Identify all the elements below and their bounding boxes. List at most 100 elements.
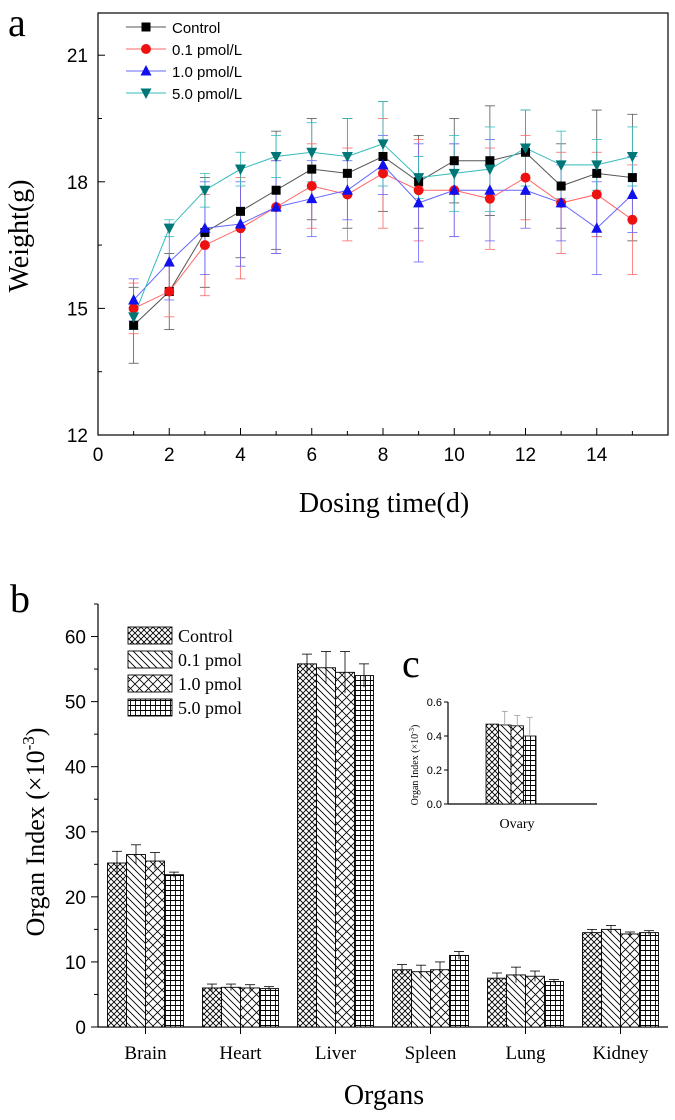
bar-liver bbox=[297, 663, 317, 1028]
data-point bbox=[199, 222, 211, 233]
legend-label-a: Control bbox=[172, 20, 220, 37]
legend-label-b: 1.0 pmol bbox=[178, 674, 242, 694]
x-tick-label-a: 4 bbox=[235, 445, 246, 466]
data-point bbox=[270, 201, 282, 212]
y-tick-label-b: 30 bbox=[65, 823, 86, 844]
data-point bbox=[163, 255, 175, 267]
data-point bbox=[270, 151, 282, 163]
data-point bbox=[377, 139, 389, 150]
legend-marker-a bbox=[140, 88, 152, 99]
y-tick-label-b: 10 bbox=[65, 953, 86, 974]
data-point bbox=[591, 222, 603, 233]
bar-ovary bbox=[510, 725, 524, 805]
data-point bbox=[413, 173, 425, 184]
bar-brain bbox=[145, 860, 165, 1028]
y-tick-label-c: 0.4 bbox=[427, 731, 442, 743]
y-tick-label-b: 0 bbox=[75, 1018, 86, 1039]
legend-swatch-b bbox=[127, 698, 173, 717]
data-point bbox=[128, 312, 140, 323]
data-point bbox=[129, 320, 139, 330]
y-tick-label-b: 60 bbox=[65, 628, 86, 649]
data-point bbox=[413, 185, 424, 196]
data-point bbox=[236, 206, 245, 216]
y-tick-label-a: 15 bbox=[67, 299, 88, 320]
data-point bbox=[128, 303, 139, 314]
legend-label-a: 0.1 pmol/L bbox=[172, 42, 242, 59]
legend-marker-a bbox=[141, 44, 151, 54]
data-point bbox=[627, 173, 637, 183]
x-tick-label-b: Lung bbox=[505, 1043, 546, 1064]
legend-b: Control 0.1 pmol 1.0 pmol 5.0 pmol bbox=[127, 626, 242, 718]
data-point bbox=[520, 143, 531, 155]
data-point bbox=[378, 168, 388, 179]
y-tick-label-b: 40 bbox=[65, 758, 86, 779]
data-point bbox=[271, 185, 281, 195]
data-point bbox=[164, 286, 175, 297]
data-point bbox=[626, 151, 638, 163]
bar-liver bbox=[354, 675, 374, 1028]
data-point bbox=[485, 156, 495, 166]
data-point bbox=[163, 223, 175, 235]
data-point bbox=[591, 189, 602, 200]
bar-kidney bbox=[582, 932, 602, 1028]
x-tick-label-a: 12 bbox=[515, 445, 536, 466]
data-point bbox=[520, 184, 531, 195]
data-point bbox=[235, 218, 246, 229]
legend-marker-a bbox=[140, 65, 152, 76]
bar-chart-c: c 0.0 0.2 0.4 0.6 Ovary Organ Index (×10-3) bbox=[402, 641, 597, 832]
x-axis-label-c: Ovary bbox=[500, 817, 535, 832]
bar-brain bbox=[126, 854, 146, 1028]
data-point bbox=[341, 151, 353, 163]
data-point bbox=[199, 185, 211, 197]
data-point bbox=[626, 188, 638, 199]
x-tick-label-b: Brain bbox=[124, 1043, 167, 1064]
y-tick-label-a: 18 bbox=[67, 173, 88, 194]
panel-label-a: a bbox=[8, 0, 26, 45]
panel-label-b: b bbox=[10, 576, 30, 621]
y-axis-label-a: Weight(g) bbox=[4, 180, 35, 293]
legend-swatch-b bbox=[127, 674, 173, 693]
y-tick-label-b: 50 bbox=[65, 693, 86, 714]
bar-spleen bbox=[411, 971, 431, 1028]
x-tick-label-a: 2 bbox=[164, 445, 175, 466]
y-tick-label-c: 0.6 bbox=[427, 697, 442, 709]
data-point bbox=[378, 151, 388, 161]
line-chart-a: a 0 2 4 6 8 10 12 14 12 15 18 21 Control 0.1 pmol/L 1… bbox=[4, 0, 669, 519]
data-point bbox=[306, 147, 318, 159]
bar-heart bbox=[202, 987, 222, 1028]
x-axis-label-a: Dosing time(d) bbox=[299, 488, 469, 519]
y-tick-label-a: 12 bbox=[67, 426, 88, 447]
y-tick-label-a: 21 bbox=[67, 46, 88, 67]
bar-lung bbox=[525, 975, 545, 1028]
bar-brain bbox=[107, 862, 127, 1028]
legend-swatch-b bbox=[127, 650, 173, 669]
data-point bbox=[128, 293, 140, 305]
data-point bbox=[307, 164, 317, 174]
legend-label-a: 5.0 pmol/L bbox=[172, 86, 242, 103]
data-point bbox=[520, 172, 531, 183]
data-point bbox=[342, 168, 352, 178]
data-point bbox=[555, 196, 567, 208]
y-axis-label-b: Organ Index (×10-3) bbox=[19, 728, 50, 937]
y-tick-label-c: 0.2 bbox=[427, 765, 442, 777]
data-point bbox=[592, 168, 602, 178]
data-point bbox=[306, 181, 317, 192]
bar-spleen bbox=[430, 969, 450, 1028]
legend-a: Control 0.1 pmol/L 1.0 pmol/L 5.0 pmol/L bbox=[126, 20, 242, 103]
legend-label-a: 1.0 pmol/L bbox=[172, 64, 242, 81]
data-point bbox=[591, 160, 603, 171]
x-tick-label-b: Spleen bbox=[405, 1043, 457, 1064]
data-point bbox=[341, 184, 353, 195]
bar-kidney bbox=[639, 932, 659, 1028]
bar-ovary bbox=[498, 724, 512, 805]
bar-spleen bbox=[392, 969, 412, 1028]
data-point bbox=[484, 164, 496, 176]
bar-liver bbox=[335, 671, 355, 1028]
bar-brain bbox=[164, 874, 184, 1028]
data-point bbox=[448, 184, 460, 195]
bar-ovary bbox=[485, 723, 499, 805]
bar-lung bbox=[544, 980, 564, 1028]
data-point bbox=[199, 240, 210, 251]
legend-label-b: 0.1 pmol bbox=[178, 650, 242, 670]
